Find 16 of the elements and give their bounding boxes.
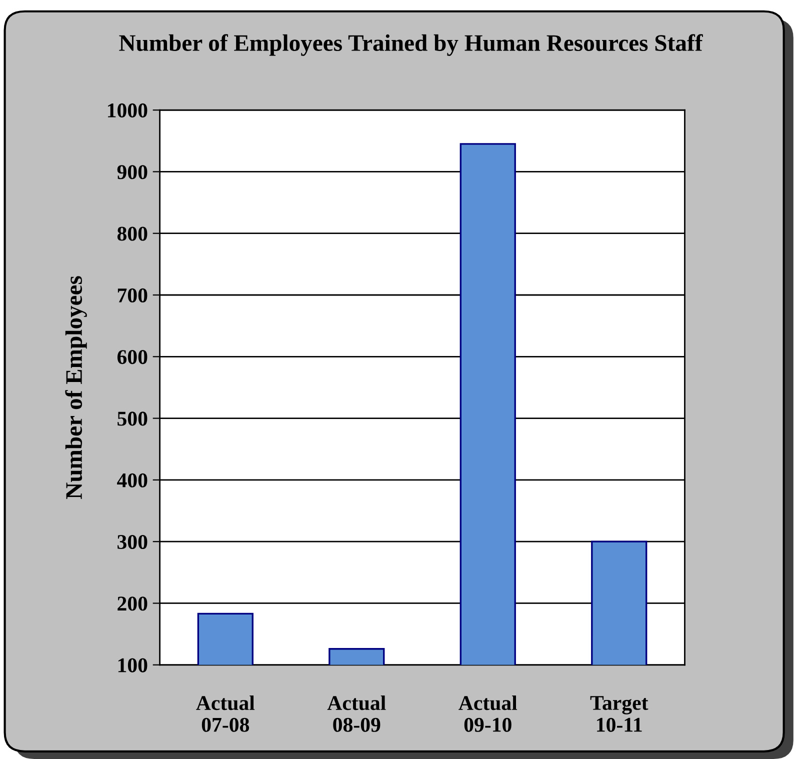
chart-title: Number of Employees Trained by Human Resources Staff <box>119 34 703 56</box>
y-tick-label: 200 <box>118 596 148 611</box>
y-tick-label: 400 <box>117 473 148 488</box>
x-tick-label: Actual 09-10 <box>458 695 518 732</box>
y-tick-label: 800 <box>117 226 148 241</box>
y-tick-label: 100 <box>118 658 148 672</box>
x-tick-label: Actual 07-08 <box>196 695 255 732</box>
x-tick-label: Target 10-11 <box>590 696 648 732</box>
x-tick-label: Actual 08-09 <box>327 695 386 732</box>
y-tick-label: 700 <box>118 288 148 302</box>
y-axis-title: Number of Employees <box>65 276 87 499</box>
y-tick-label: 300 <box>118 534 148 550</box>
y-tick-label: 900 <box>117 165 148 180</box>
y-tick-label: 1000 <box>108 103 148 118</box>
y-tick-label: 600 <box>117 350 148 364</box>
y-tick-label: 500 <box>118 412 148 426</box>
